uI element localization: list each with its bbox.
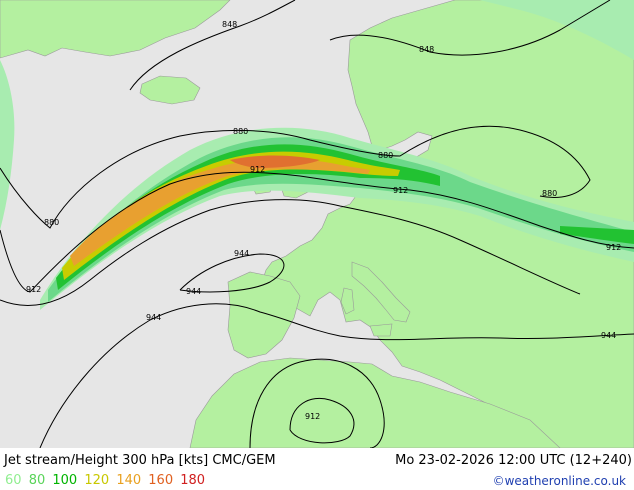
land-iberia	[227, 271, 301, 359]
jet-band-140	[70, 158, 370, 266]
contour-label-880-d: 880	[542, 189, 557, 198]
contour-944	[39, 303, 634, 448]
contour-label-912-c: 912	[606, 243, 621, 252]
contour-label-944-a: 944	[234, 249, 249, 258]
legend-item-80: 80	[28, 473, 46, 488]
speed-legend: 60 80 100 120 140 160 180	[5, 473, 208, 488]
land-greenland	[0, 0, 231, 59]
map-title: Jet stream/Height 300 hPa [kts] CMC/GEM	[4, 453, 276, 468]
land-eurasia	[261, 0, 634, 448]
land-north-africa	[189, 357, 561, 448]
contour-912-lower	[0, 199, 581, 306]
contour-label-880-a: 880	[233, 127, 248, 136]
contour-label-912-b: 912	[393, 186, 408, 195]
contour-labels: 848 848 880 880 880 880 912 912 912 912 …	[26, 20, 621, 421]
contour-label-912-e: 912	[305, 412, 320, 421]
legend-item-180: 180	[180, 473, 206, 488]
contour-label-912-a: 912	[250, 165, 265, 174]
land-iceland	[139, 75, 201, 105]
land-sicily	[369, 323, 393, 337]
contour-848-east	[329, 0, 611, 56]
legend-item-100: 100	[52, 473, 78, 488]
jet-stream-map: 848 848 880 880 880 880 912 912 912 912 …	[0, 0, 634, 448]
contour-label-944-d: 944	[601, 331, 616, 340]
jet-band-60-northeast	[480, 0, 634, 60]
contour-label-848-b: 848	[419, 45, 434, 54]
contour-912-loop	[289, 397, 355, 444]
contour-944-loop	[179, 253, 285, 293]
land-italy	[351, 261, 411, 323]
legend-item-160: 160	[148, 473, 174, 488]
contour-880-west	[0, 125, 591, 229]
contour-label-944-c: 944	[146, 313, 161, 322]
contour-label-880-c: 880	[44, 218, 59, 227]
land-sardinia	[340, 287, 355, 315]
contour-label-848-a: 848	[222, 20, 237, 29]
credit-link[interactable]: ©weatheronline.co.uk	[492, 474, 626, 488]
jet-band-60-northwest	[0, 60, 15, 230]
contour-label-944-b: 944	[186, 287, 201, 296]
contour-label-880-b: 880	[378, 151, 393, 160]
contour-912	[0, 171, 634, 293]
jet-band-160	[230, 155, 320, 168]
contour-label-912-d: 912	[26, 285, 41, 294]
legend-item-60: 60	[5, 473, 22, 488]
legend-item-120: 120	[84, 473, 110, 488]
map-footer: Jet stream/Height 300 hPa [kts] CMC/GEM …	[0, 448, 634, 490]
height-contours	[0, 0, 634, 448]
jet-band-100-east	[560, 226, 634, 244]
legend-item-140: 140	[116, 473, 142, 488]
jet-stream-bands	[0, 0, 634, 310]
contour-848-west	[129, 0, 296, 91]
forecast-datetime: Mo 23-02-2026 12:00 UTC (12+240)	[395, 453, 632, 468]
contour-912-south	[249, 358, 385, 448]
